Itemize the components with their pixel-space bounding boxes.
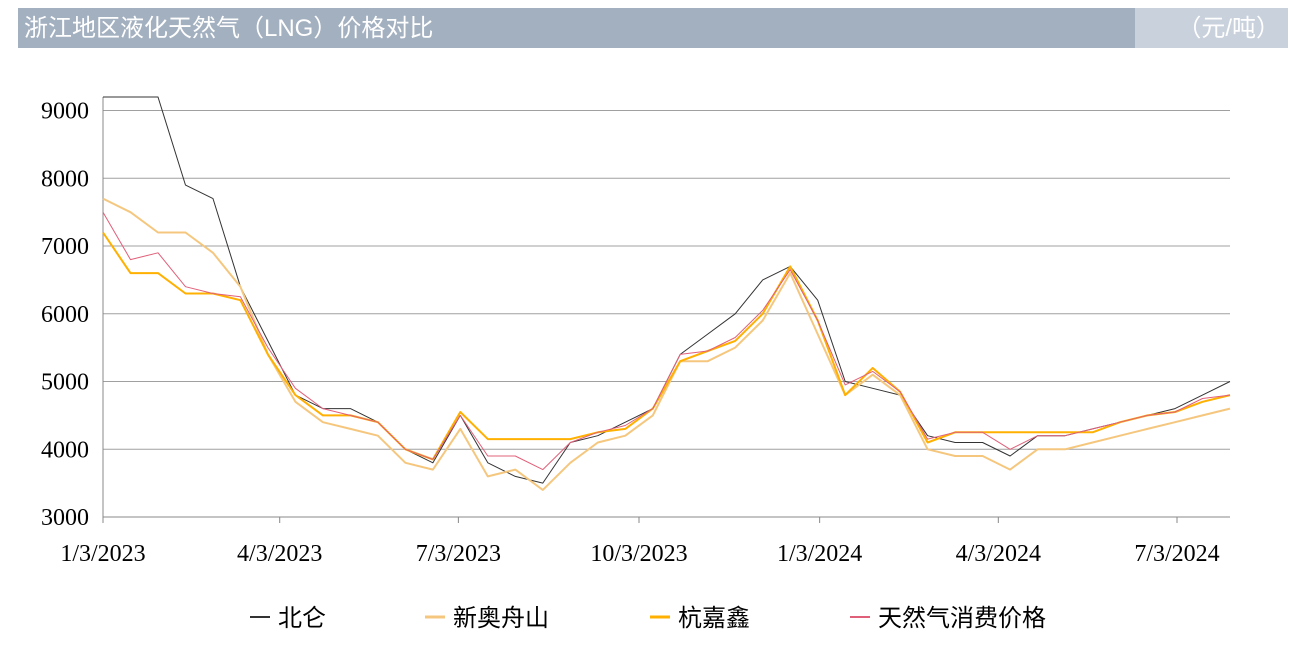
legend-label: 北仑 bbox=[278, 605, 326, 632]
y-tick-label: 9000 bbox=[41, 99, 89, 125]
header-unit-bg bbox=[1135, 8, 1288, 48]
series-line bbox=[102, 231, 1231, 461]
y-tick-label: 8000 bbox=[41, 166, 89, 192]
x-tick-label: 7/3/2023 bbox=[416, 541, 501, 567]
x-tick-label: 4/3/2023 bbox=[237, 541, 322, 567]
series-line bbox=[102, 197, 1231, 491]
y-tick-label: 5000 bbox=[41, 370, 89, 396]
y-tick-label: 6000 bbox=[41, 302, 89, 328]
legend-label: 杭嘉鑫 bbox=[678, 605, 750, 632]
x-tick-label: 1/3/2024 bbox=[777, 541, 862, 567]
x-tick-label: 4/3/2024 bbox=[956, 541, 1041, 567]
series-line bbox=[103, 96, 1231, 484]
y-tick-label: 3000 bbox=[41, 505, 89, 531]
legend-label: 天然气消费价格 bbox=[878, 605, 1046, 632]
unit-label: （元/吨） bbox=[1177, 15, 1280, 42]
x-tick-label: 10/3/2023 bbox=[590, 541, 687, 567]
legend-label: 新奥舟山 bbox=[453, 605, 549, 632]
x-tick-label: 1/3/2023 bbox=[60, 541, 145, 567]
y-tick-label: 7000 bbox=[41, 234, 89, 260]
series-line bbox=[102, 211, 1231, 471]
header-bar bbox=[18, 8, 1288, 48]
x-tick-label: 7/3/2024 bbox=[1134, 541, 1219, 567]
y-tick-label: 4000 bbox=[41, 437, 89, 463]
chart-title: 浙江地区液化天然气（LNG）价格对比 bbox=[24, 15, 433, 42]
